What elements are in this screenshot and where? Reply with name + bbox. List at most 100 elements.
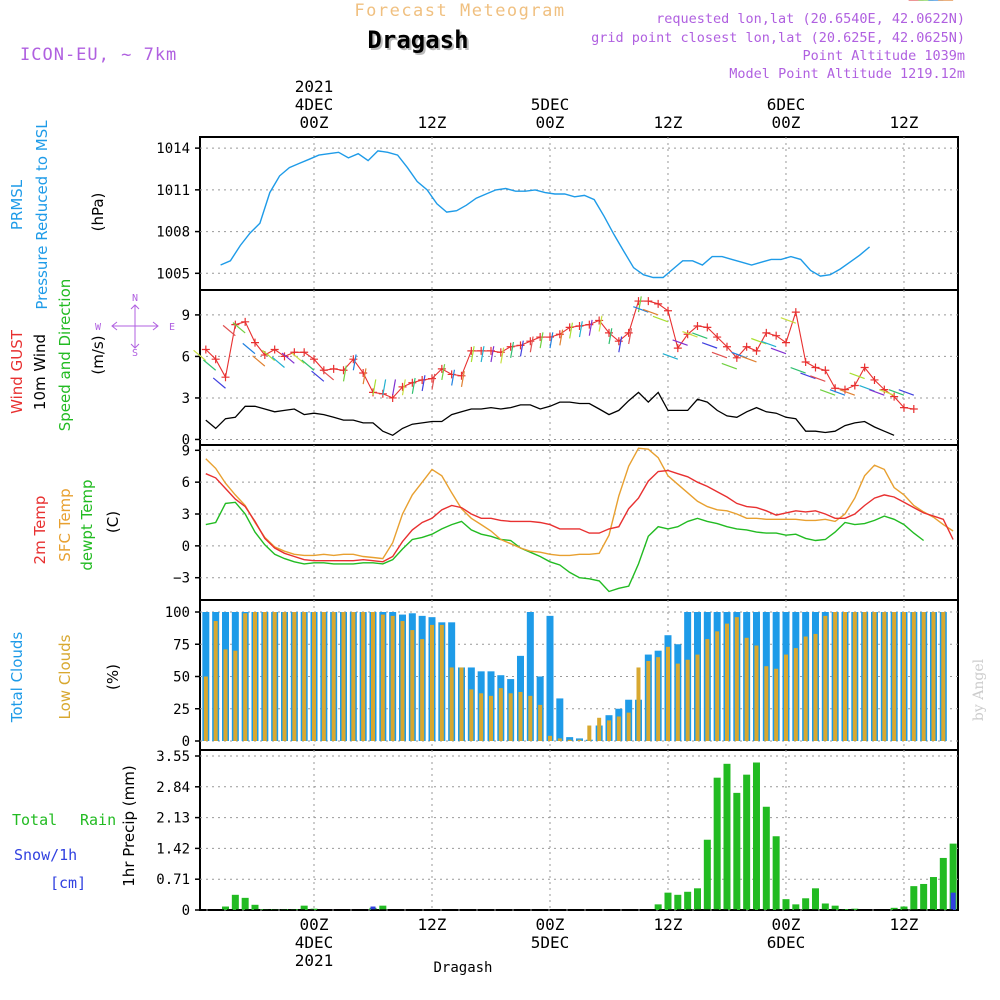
wind-direction-arrow bbox=[372, 379, 377, 396]
compass-south-label: S bbox=[132, 348, 138, 359]
wind-direction-arrow bbox=[271, 356, 285, 368]
low-cloud-bar bbox=[390, 615, 395, 741]
clouds-unit-label: (%) bbox=[104, 664, 122, 690]
wind-direction-arrow bbox=[637, 296, 642, 313]
wind-direction-arrow bbox=[672, 339, 688, 346]
wind-gust-marker bbox=[644, 297, 653, 306]
low-cloud-bar bbox=[400, 621, 405, 741]
low-cloud-bar bbox=[420, 639, 425, 741]
clouds-total-label: Total Clouds bbox=[8, 632, 26, 724]
temp-unit-label: (C) bbox=[104, 511, 122, 533]
clouds-y-tick-label: 50 bbox=[173, 670, 190, 686]
low-cloud-bar bbox=[469, 689, 474, 741]
rain-bar bbox=[743, 774, 751, 910]
temperature-y-tick-label: −3 bbox=[173, 571, 190, 587]
wind-gust-marker bbox=[349, 355, 358, 364]
rain-bar bbox=[300, 905, 308, 910]
wind-gust-marker bbox=[241, 317, 250, 326]
temperature-y-tick-label: 9 bbox=[182, 443, 190, 459]
low-cloud-bar bbox=[852, 612, 857, 741]
wind-gust-marker bbox=[585, 320, 594, 329]
pressure-y-tick-label: 1011 bbox=[156, 183, 190, 199]
wind-gust-marker bbox=[398, 382, 407, 391]
location-title: Dragash bbox=[367, 26, 468, 54]
wind-gust-marker bbox=[772, 331, 781, 340]
compass-east-label: E bbox=[169, 322, 175, 333]
wind-gust-marker bbox=[693, 321, 702, 330]
low-cloud-bar bbox=[872, 612, 877, 741]
wind-direction-arrow bbox=[392, 379, 397, 396]
wind-gust-marker bbox=[477, 346, 486, 355]
wind-direction-arrow bbox=[431, 373, 436, 390]
low-cloud-bar bbox=[341, 612, 346, 741]
wind-gust-marker bbox=[486, 346, 495, 355]
rain-bar bbox=[811, 888, 819, 910]
low-cloud-bar bbox=[233, 650, 238, 741]
pressure-label-long: Pressure Reduced to MSL bbox=[33, 120, 51, 310]
wind-speed-direction-label: Speed and Direction bbox=[56, 279, 74, 432]
low-cloud-bar bbox=[498, 688, 503, 741]
low-cloud-bar bbox=[302, 612, 307, 741]
wind-y-tick-label: 6 bbox=[182, 349, 190, 365]
wind-gust-marker bbox=[742, 342, 751, 351]
low-cloud-bar bbox=[901, 612, 906, 741]
precip-snow-label: Snow/1h bbox=[14, 846, 77, 864]
wind-gust-marker bbox=[752, 346, 761, 355]
wind-y-tick-label: 9 bbox=[182, 308, 190, 324]
low-cloud-bar bbox=[528, 695, 533, 741]
rain-bar bbox=[821, 903, 829, 910]
rain-bar bbox=[654, 904, 662, 910]
rain-bar bbox=[752, 762, 760, 910]
wind-gust-marker bbox=[329, 364, 338, 373]
bottom-time-label: 6DEC bbox=[767, 933, 806, 952]
pressure-label-prmsl: PRMSL bbox=[8, 179, 26, 230]
wind-direction-arrow bbox=[701, 342, 718, 349]
total-cloud-bar bbox=[566, 737, 574, 741]
wind-gust-marker bbox=[840, 385, 849, 394]
wind-direction-arrow bbox=[451, 369, 456, 386]
wind-gust-marker bbox=[703, 323, 712, 332]
top-time-label: 5DEC bbox=[531, 95, 570, 114]
wind-direction-arrow bbox=[662, 353, 679, 360]
wind-gust-marker bbox=[310, 355, 318, 364]
wind-direction-arrow bbox=[770, 347, 787, 355]
wind-y-tick-label: 0 bbox=[182, 432, 190, 448]
rain-bar bbox=[713, 777, 721, 910]
rain-bar bbox=[703, 839, 711, 910]
low-cloud-bar bbox=[272, 612, 277, 741]
low-cloud-bar bbox=[253, 612, 258, 741]
wind-gust-marker bbox=[457, 371, 466, 380]
clouds-y-tick-label: 75 bbox=[173, 637, 190, 653]
wind-direction-arrow bbox=[519, 340, 524, 357]
wind-panel-frame bbox=[199, 289, 959, 446]
wind-direction-arrow bbox=[751, 337, 767, 345]
rain-bar bbox=[733, 792, 741, 910]
rain-bar bbox=[222, 906, 230, 910]
bottom-time-label: 5DEC bbox=[531, 933, 570, 952]
precip-snow-unit-label: [cm] bbox=[50, 874, 86, 892]
wind-direction-arrow bbox=[421, 375, 426, 392]
wind-gust-marker bbox=[870, 375, 879, 384]
wind-gust-marker bbox=[536, 333, 545, 342]
low-cloud-bar bbox=[577, 739, 582, 741]
bottom-location-label: Dragash bbox=[433, 960, 492, 976]
low-cloud-bar bbox=[616, 716, 621, 741]
low-cloud-bar bbox=[724, 623, 729, 741]
wind-direction-arrow bbox=[633, 306, 649, 313]
low-cloud-bar bbox=[223, 649, 228, 741]
rain-bar bbox=[949, 843, 957, 910]
total-cloud-bar bbox=[556, 698, 564, 741]
wind-direction-arrow bbox=[362, 368, 367, 385]
wind-direction-arrow bbox=[839, 389, 856, 396]
rain-bar bbox=[792, 904, 800, 910]
precip-y-tick-label: 2.84 bbox=[156, 780, 190, 796]
low-cloud-bar bbox=[370, 612, 375, 741]
low-cloud-bar bbox=[734, 617, 739, 741]
low-cloud-bar bbox=[597, 717, 602, 741]
precip-y-tick-label: 0.71 bbox=[156, 872, 190, 888]
low-cloud-bar bbox=[774, 668, 779, 741]
wind-direction-arrow bbox=[569, 322, 574, 339]
wind-direction-arrow bbox=[829, 389, 846, 396]
low-cloud-bar bbox=[685, 659, 690, 741]
precip-unit-label: 1hr Precip (mm) bbox=[120, 765, 138, 886]
